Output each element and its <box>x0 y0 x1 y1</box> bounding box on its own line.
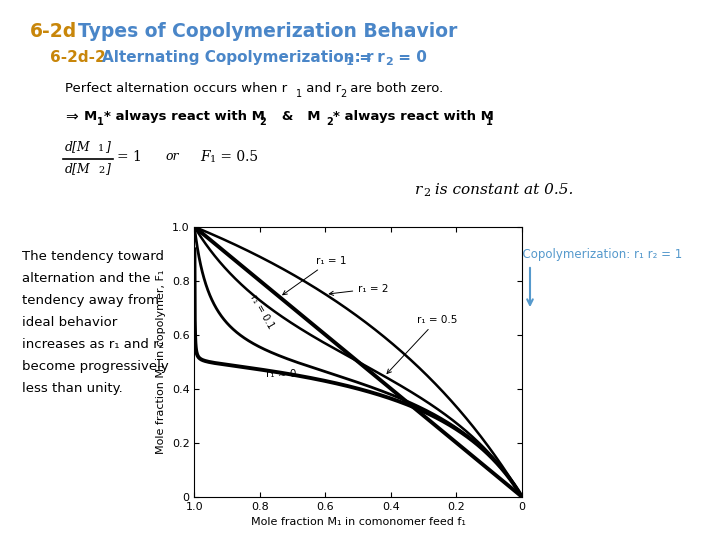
Text: F: F <box>200 150 210 164</box>
Text: The tendency toward: The tendency toward <box>22 250 164 263</box>
Text: Alternating Copolymerization: r: Alternating Copolymerization: r <box>102 50 374 65</box>
Text: = r: = r <box>354 50 384 65</box>
Text: r₁ = 0.1: r₁ = 0.1 <box>248 293 275 330</box>
Y-axis label: Mole fraction M₁ in copolymer, F₁: Mole fraction M₁ in copolymer, F₁ <box>156 269 166 454</box>
Text: 1: 1 <box>346 57 354 67</box>
Text: 2: 2 <box>385 57 392 67</box>
Text: 2: 2 <box>423 188 430 198</box>
Text: become progressively: become progressively <box>22 360 168 373</box>
Text: tendency away from: tendency away from <box>22 294 159 307</box>
Text: is constant at 0.5.: is constant at 0.5. <box>430 183 573 197</box>
Text: r₁ ≈ 0: r₁ ≈ 0 <box>266 369 297 379</box>
Text: 1: 1 <box>486 117 492 127</box>
Text: ⇒: ⇒ <box>65 110 78 125</box>
Text: 1: 1 <box>296 89 302 99</box>
Text: Types of Copolymerization Behavior: Types of Copolymerization Behavior <box>78 22 457 41</box>
Text: r₁ = 2: r₁ = 2 <box>329 284 389 295</box>
Text: ideal behavior: ideal behavior <box>22 316 117 329</box>
Text: &   M: & M <box>268 110 320 123</box>
Text: d[M: d[M <box>65 140 91 153</box>
Text: ]: ] <box>105 140 110 153</box>
Text: r₁ = 1: r₁ = 1 <box>283 255 346 295</box>
Text: * always react with M: * always react with M <box>104 110 265 123</box>
Text: d[M: d[M <box>65 162 91 175</box>
Text: 2: 2 <box>259 117 266 127</box>
Text: Ideal Copolymerization: r₁ r₂ = 1: Ideal Copolymerization: r₁ r₂ = 1 <box>490 248 683 261</box>
Text: 1: 1 <box>97 117 104 127</box>
Text: r: r <box>415 183 422 197</box>
Text: = 1: = 1 <box>117 150 142 164</box>
X-axis label: Mole fraction M₁ in comonomer feed f₁: Mole fraction M₁ in comonomer feed f₁ <box>251 517 466 527</box>
Text: M: M <box>84 110 97 123</box>
Text: 6-2d-2: 6-2d-2 <box>50 50 106 65</box>
Text: less than unity.: less than unity. <box>22 382 122 395</box>
Text: 2: 2 <box>340 89 346 99</box>
Text: 1: 1 <box>98 144 104 153</box>
Text: r₁ = 0.5: r₁ = 0.5 <box>387 315 457 374</box>
Text: ]: ] <box>105 162 110 175</box>
Text: are both zero.: are both zero. <box>346 82 444 95</box>
Text: increases as r₁ and r₂: increases as r₁ and r₂ <box>22 338 164 351</box>
Text: or: or <box>165 150 179 163</box>
Text: = 0.5: = 0.5 <box>216 150 258 164</box>
Text: 1: 1 <box>210 155 216 164</box>
Text: 6-2d: 6-2d <box>30 22 77 41</box>
Text: 2: 2 <box>98 166 104 175</box>
Text: and r: and r <box>302 82 341 95</box>
Text: 2: 2 <box>326 117 333 127</box>
Text: Perfect alternation occurs when r: Perfect alternation occurs when r <box>65 82 287 95</box>
Text: * always react with M: * always react with M <box>333 110 494 123</box>
Text: = 0: = 0 <box>393 50 427 65</box>
Text: alternation and the: alternation and the <box>22 272 150 285</box>
